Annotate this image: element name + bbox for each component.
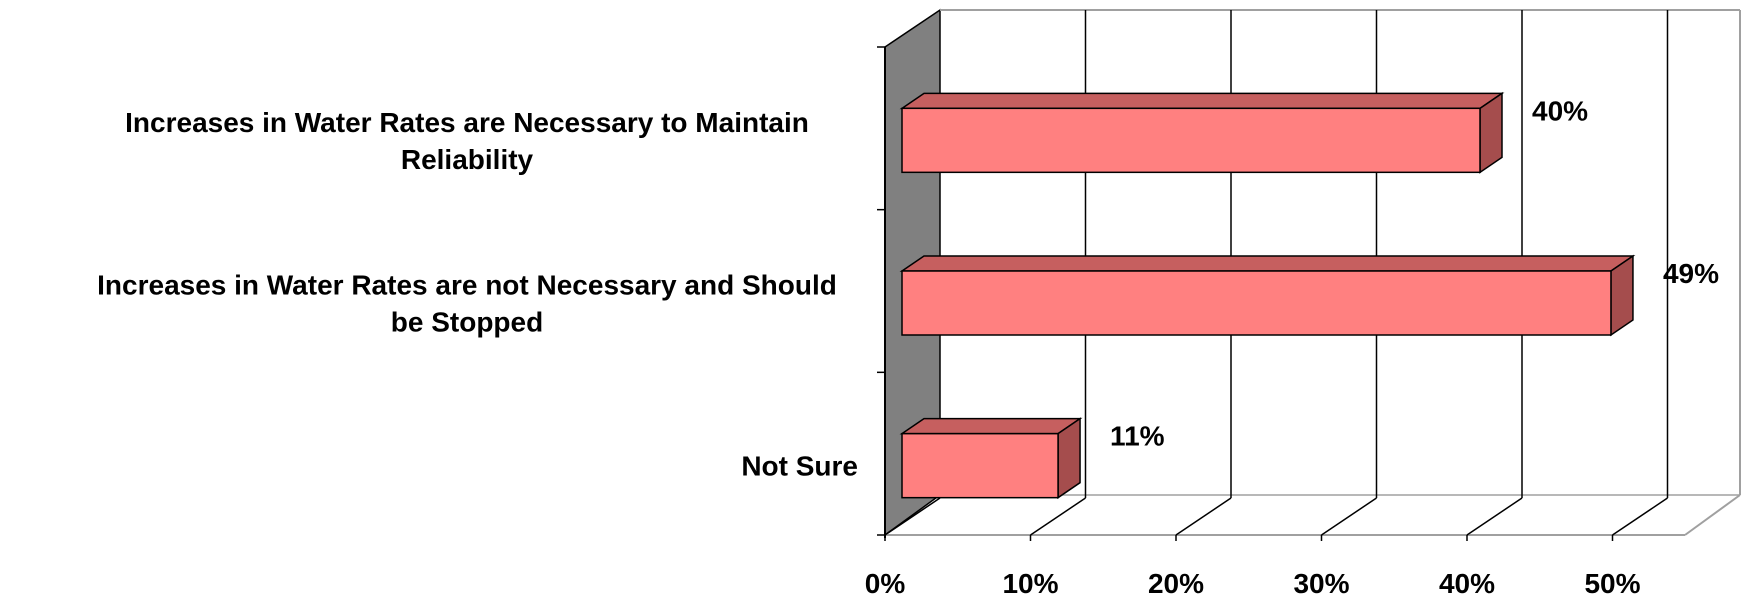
category-label-line: Reliability	[401, 144, 534, 175]
floor-right-edge	[1684, 494, 1741, 536]
gridline-floor	[1612, 497, 1668, 536]
category-label-line: Increases in Water Rates are Necessary t…	[125, 107, 809, 138]
gridline-floor	[1466, 497, 1523, 536]
data-label: 49%	[1663, 258, 1719, 289]
data-labels: 40% 49% 11%	[1110, 95, 1719, 451]
category-label: Not Sure	[741, 451, 858, 482]
data-label: 40%	[1532, 95, 1588, 126]
bar-front-face	[901, 432, 1059, 499]
gridline-floor	[884, 497, 941, 536]
x-tick-label: 40%	[1439, 568, 1495, 597]
x-tick-label: 0%	[865, 568, 906, 597]
data-label: 11%	[1110, 421, 1165, 452]
category-label-line: be Stopped	[391, 307, 543, 338]
category-label-line: Increases in Water Rates are not Necessa…	[97, 270, 837, 301]
category-labels: Increases in Water Rates are Necessary t…	[97, 107, 858, 482]
bar-top-face	[899, 92, 1505, 110]
bar-front-face	[901, 107, 1481, 174]
bar-side-face	[1057, 417, 1081, 500]
x-tick-label: 50%	[1584, 568, 1640, 597]
bar-side-face	[1610, 254, 1634, 337]
gridline-floor	[1175, 497, 1232, 536]
x-axis-tick-labels: 0% 10% 20% 30% 40% 50%	[865, 568, 1641, 597]
x-tick-label: 10%	[1002, 568, 1058, 597]
category-label-line: Not Sure	[741, 451, 858, 482]
x-tick-label: 20%	[1148, 568, 1204, 597]
bar-top-face	[899, 417, 1083, 435]
bar	[899, 254, 1636, 337]
category-axis-ticks	[877, 46, 885, 536]
bar-front-face	[901, 270, 1612, 336]
bar-side-face	[1479, 91, 1503, 174]
gridlines	[884, 10, 1669, 541]
bars	[899, 91, 1636, 500]
x-tick-label: 30%	[1293, 568, 1349, 597]
bar-top-face	[899, 255, 1636, 272]
bar	[899, 417, 1083, 500]
bar	[899, 91, 1505, 174]
gridline-floor	[1030, 497, 1086, 536]
gridline-floor	[1321, 497, 1377, 536]
category-label: Increases in Water Rates are not Necessa…	[97, 270, 837, 338]
category-label: Increases in Water Rates are Necessary t…	[125, 107, 809, 175]
